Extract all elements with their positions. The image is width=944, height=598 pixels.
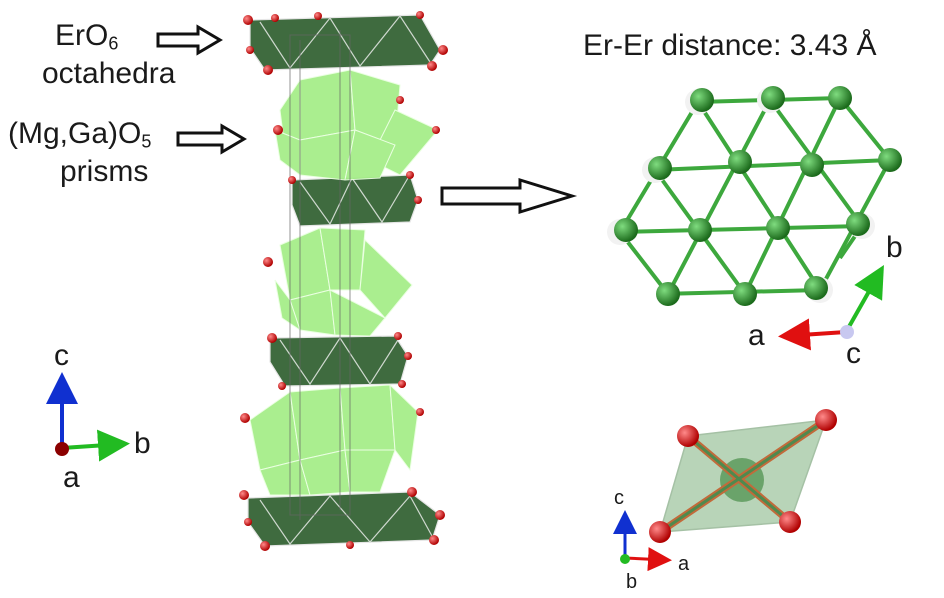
- right-axis-b-label: b: [886, 231, 903, 264]
- er-atom: [728, 150, 752, 174]
- octahedra-label: octahedra: [42, 57, 176, 90]
- prism-pointer-arrow: [176, 123, 247, 155]
- mgga-subscript: 5: [141, 131, 152, 152]
- left-axis-c-label: c: [54, 339, 69, 372]
- octahedra-layer-3: [269, 335, 409, 387]
- er-atom: [846, 212, 875, 239]
- er-atom: [685, 88, 714, 115]
- right-axis-a-label: a: [748, 319, 765, 352]
- er-er-distance-label: Er-Er distance: 3.43 Å: [583, 29, 877, 62]
- layer-pointer-arrow: [440, 177, 578, 215]
- right-axis-c-label: c: [846, 337, 861, 370]
- small-axis-a-arrow: [624, 547, 672, 572]
- octahedra-layer-1: [249, 14, 441, 71]
- oxygen-atom: [779, 511, 801, 533]
- left-axis-a-dot: [55, 442, 69, 456]
- ero6-subscript: 6: [108, 33, 119, 54]
- small-axis-c-label: c: [614, 487, 624, 509]
- ero6-octahedron: [649, 409, 837, 543]
- right-axis-c-dot: [840, 325, 854, 339]
- mgga-label: (Mg,Ga)O5: [8, 118, 151, 158]
- er-atom: [688, 218, 712, 242]
- right-axis-b-arrow: [844, 265, 884, 333]
- er-atom: [878, 148, 902, 172]
- left-axis-triad: [46, 372, 130, 462]
- prisms-layer-3: [249, 383, 419, 496]
- small-axis-b-dot: [620, 554, 630, 564]
- prisms-layer-1: [274, 69, 439, 181]
- octahedra-layer-2: [291, 174, 419, 227]
- er-atoms: [607, 86, 902, 306]
- ero6-pointer-arrow: [156, 24, 223, 56]
- er-atom: [757, 86, 785, 113]
- oxygen-atom: [815, 409, 837, 431]
- layered-structure: [239, 11, 448, 551]
- lattice-bonds: [618, 96, 892, 296]
- small-axis-triad: [613, 510, 672, 572]
- prisms-label: prisms: [60, 155, 149, 188]
- er-atom: [607, 218, 638, 245]
- unit-cell-outline: [289, 30, 351, 520]
- er-atom: [642, 156, 672, 183]
- small-axis-a-label: a: [678, 553, 690, 575]
- right-axis-triad: [778, 265, 884, 351]
- er-atom: [656, 282, 680, 306]
- er-atom: [733, 282, 757, 306]
- er-atom: [804, 276, 833, 303]
- er-atom: [800, 153, 824, 177]
- er-atom: [766, 216, 790, 240]
- octahedra-layer-4: [247, 491, 441, 547]
- right-axis-a-arrow: [778, 318, 847, 351]
- left-axis-a-label: a: [63, 461, 80, 494]
- left-axis-b-arrow: [61, 429, 130, 462]
- ero6-label: ErO6: [55, 20, 118, 60]
- er-atom: [828, 86, 852, 110]
- ero6-formula: ErO: [55, 19, 109, 52]
- small-axis-b-label: b: [626, 571, 638, 593]
- er-triangular-lattice: [607, 86, 902, 306]
- oxygen-atom: [649, 521, 671, 543]
- mgga-formula: (Mg,Ga)O: [8, 117, 142, 150]
- oxygen-atoms: [239, 11, 448, 551]
- prisms-layer-2: [274, 227, 413, 337]
- oxygen-atom: [677, 425, 699, 447]
- left-axis-b-label: b: [134, 427, 151, 460]
